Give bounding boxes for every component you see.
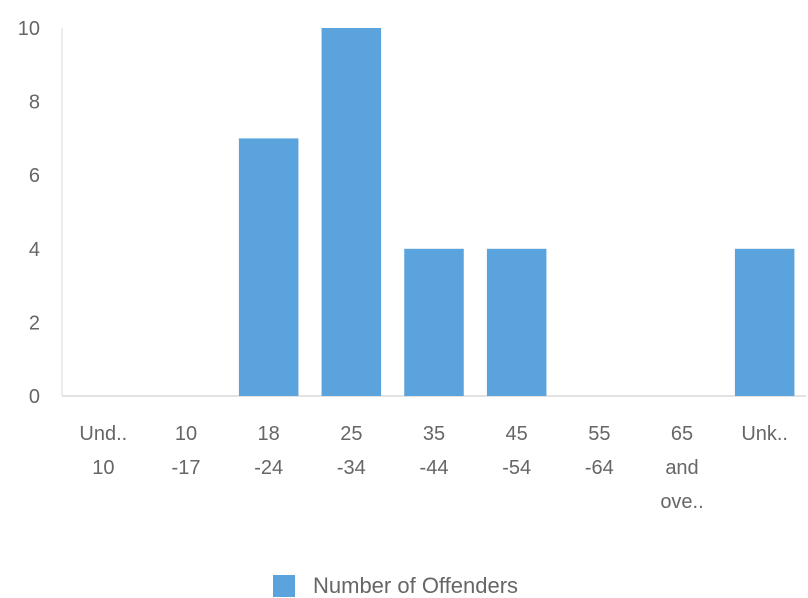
x-axis-labels: Und.. 10 10 -17 18 -24 25 -34 35 -44 45 -54 55 -64 65 a… [79, 423, 788, 513]
x-tick-label: 18 [258, 423, 280, 445]
y-tick-label: 4 [29, 239, 40, 261]
x-tick-label: -44 [420, 457, 449, 479]
x-tick-label: Unk.. [741, 423, 788, 445]
x-tick-label: 10 [175, 423, 197, 445]
bar[interactable] [734, 248, 795, 396]
bar[interactable] [486, 248, 547, 396]
x-tick-label: 10 [92, 457, 114, 479]
x-tick-label: 45 [506, 423, 528, 445]
x-tick-label: 25 [340, 423, 362, 445]
x-tick-label: -54 [502, 457, 531, 479]
y-tick-label: 6 [29, 165, 40, 187]
x-tick-label: Und.. [79, 423, 127, 445]
x-tick-label: 35 [423, 423, 445, 445]
x-tick-label: 65 [671, 423, 693, 445]
bar[interactable] [321, 28, 382, 396]
legend[interactable]: Number of Offenders [273, 573, 518, 598]
y-tick-label: 2 [29, 312, 40, 334]
x-tick-label: -34 [337, 457, 366, 479]
bars-group [238, 28, 795, 396]
y-tick-label: 0 [29, 386, 40, 408]
x-tick-label: -64 [585, 457, 614, 479]
y-tick-label: 8 [29, 92, 40, 114]
x-tick-label: ove.. [660, 491, 703, 513]
y-axis-ticks: 0 2 4 6 8 10 [18, 18, 40, 408]
legend-swatch [273, 575, 295, 597]
bar[interactable] [238, 138, 299, 396]
x-tick-label: and [665, 457, 698, 479]
x-tick-label: -17 [172, 457, 201, 479]
x-tick-label: 55 [588, 423, 610, 445]
legend-label: Number of Offenders [313, 573, 518, 598]
y-tick-label: 10 [18, 18, 40, 40]
bar[interactable] [404, 248, 464, 396]
x-tick-label: -24 [254, 457, 283, 479]
